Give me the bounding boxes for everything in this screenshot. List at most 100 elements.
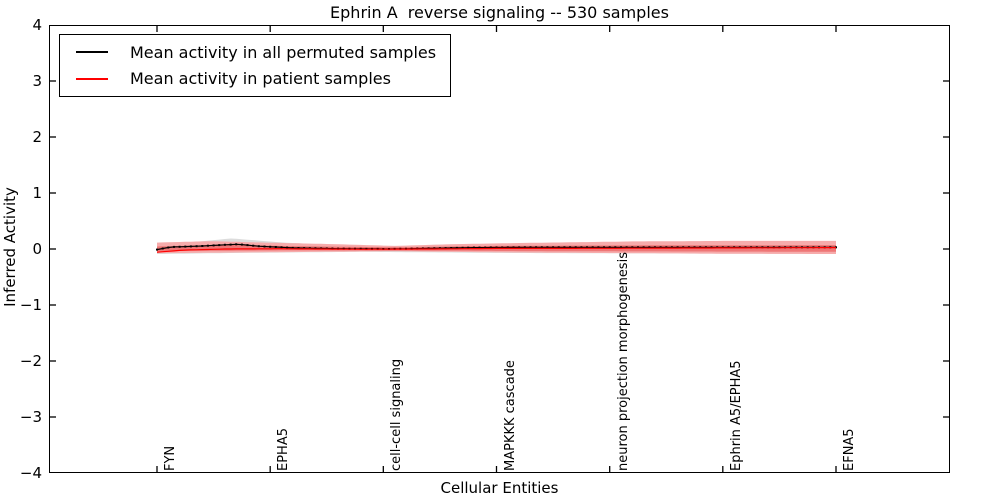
series-marker [274, 246, 277, 248]
legend-label: Mean activity in all permuted samples [130, 42, 437, 62]
series-marker [291, 246, 294, 249]
legend-item: Mean activity in all permuted samples [60, 40, 450, 64]
series-marker [653, 246, 656, 249]
series-marker [710, 246, 713, 249]
y-tick-label: −3 [19, 408, 42, 426]
series-marker [297, 247, 300, 249]
series-marker [523, 246, 526, 249]
x-tick-label: neuron projection morphogenesis [615, 252, 631, 471]
y-tick-label: 4 [32, 16, 42, 34]
x-tick-label: Ephrin A5/EPHA5 [728, 360, 744, 471]
series-marker [257, 245, 260, 248]
series-marker [308, 247, 311, 250]
y-tick-label: −1 [19, 296, 42, 314]
series-marker [608, 246, 611, 249]
series-marker [603, 246, 605, 249]
series-marker [314, 247, 317, 250]
series-marker [184, 245, 187, 248]
series-marker [235, 243, 238, 246]
series-marker [620, 246, 622, 249]
series-marker [512, 246, 515, 249]
series-marker [501, 246, 504, 249]
y-tick-label: 1 [32, 184, 42, 202]
series-marker [540, 246, 543, 249]
series-marker [529, 246, 532, 249]
series-marker [676, 246, 679, 249]
x-tick-label: cell-cell signaling [389, 358, 405, 471]
series-marker [472, 246, 475, 249]
series-marker [223, 243, 226, 246]
series-marker [286, 246, 289, 249]
series-marker [178, 245, 181, 248]
series-marker [478, 246, 481, 249]
series-marker [450, 247, 453, 249]
series-marker [614, 246, 617, 249]
y-tick-label: 0 [32, 240, 42, 258]
series-marker [625, 246, 628, 249]
series-marker [642, 246, 645, 249]
series-marker [189, 245, 192, 248]
series-marker [631, 246, 634, 249]
series-marker [167, 246, 170, 249]
series-marker [670, 246, 673, 249]
series-marker [173, 245, 175, 248]
series-marker [569, 246, 572, 249]
series-marker [218, 244, 221, 247]
plot-canvas [49, 25, 950, 473]
series-marker [206, 244, 209, 247]
series-marker [156, 248, 158, 251]
chart-title: Ephrin A reverse signaling -- 530 sample… [330, 3, 669, 22]
y-tick-label: −4 [19, 464, 42, 482]
series-marker [580, 246, 583, 249]
series-marker [263, 245, 266, 248]
legend-line-swatch [76, 51, 108, 54]
y-tick-label: −2 [19, 352, 42, 370]
series-marker [240, 243, 243, 246]
series-marker [433, 247, 436, 250]
series-marker [704, 246, 707, 249]
series-marker [212, 244, 215, 247]
legend-line-swatch [76, 77, 108, 80]
series-line [156, 247, 836, 253]
series-marker [586, 246, 588, 249]
series-marker [557, 246, 560, 249]
x-axis-label: Cellular Entities [440, 479, 559, 497]
series-marker [246, 244, 249, 247]
series-marker [637, 246, 639, 249]
series-marker [303, 247, 306, 250]
x-tick-label: EPHA5 [276, 428, 292, 471]
series-marker [455, 246, 458, 249]
x-tick-label: FYN [163, 445, 178, 471]
series-marker [518, 246, 521, 249]
legend: Mean activity in all permuted samples Mea… [59, 34, 451, 97]
series-marker [552, 246, 555, 249]
series-marker [506, 246, 509, 249]
series-marker [269, 245, 272, 248]
series-marker [495, 246, 498, 249]
y-tick-label: 2 [32, 128, 42, 146]
series-marker [648, 246, 651, 249]
plot-frame [49, 25, 950, 473]
series-marker [716, 246, 719, 249]
series-marker [693, 246, 696, 249]
legend-label: Mean activity in patient samples [130, 69, 391, 89]
series-marker [484, 246, 487, 249]
series-marker [546, 246, 549, 249]
series-marker [597, 246, 600, 249]
series-marker [444, 247, 447, 250]
series-marker [682, 246, 685, 249]
series-marker [535, 246, 538, 249]
x-tick-label: MAPKKK cascade [502, 360, 518, 471]
series-marker [665, 246, 668, 249]
legend-item: Mean activity in patient samples [60, 67, 450, 91]
series-marker [461, 246, 464, 249]
series-marker [252, 244, 255, 247]
series-marker [280, 246, 283, 249]
series-marker [201, 245, 204, 247]
x-tick-label: EFNA5 [842, 428, 857, 471]
series-marker [161, 247, 164, 250]
series-marker [195, 245, 198, 248]
series-marker [659, 246, 662, 249]
y-tick-label: 3 [32, 72, 42, 90]
